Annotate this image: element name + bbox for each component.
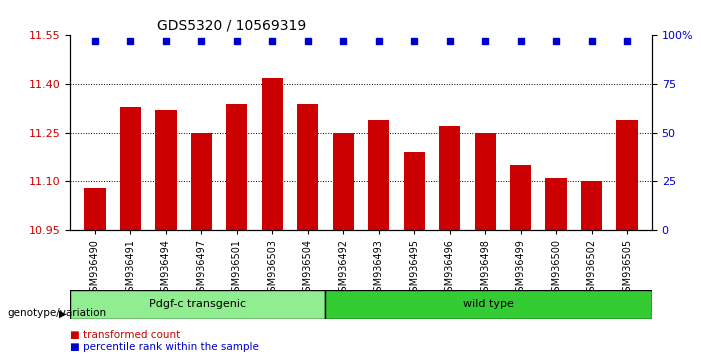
Bar — [475, 133, 496, 230]
Bar — [261, 78, 283, 230]
Bar — [226, 103, 247, 230]
Text: genotype/variation: genotype/variation — [7, 308, 106, 318]
Bar — [616, 120, 638, 230]
Bar — [439, 126, 461, 230]
Bar — [368, 120, 389, 230]
Text: GDS5320 / 10569319: GDS5320 / 10569319 — [158, 19, 306, 33]
Bar — [545, 178, 567, 230]
Text: ■ transformed count: ■ transformed count — [70, 330, 180, 339]
Bar — [581, 181, 602, 230]
Bar — [297, 103, 318, 230]
Bar — [155, 110, 177, 230]
Bar — [120, 107, 141, 230]
Bar — [404, 152, 425, 230]
Text: ▶: ▶ — [59, 308, 67, 318]
FancyBboxPatch shape — [325, 290, 652, 319]
Bar — [333, 133, 354, 230]
Text: wild type: wild type — [463, 299, 514, 309]
Text: Pdgf-c transgenic: Pdgf-c transgenic — [149, 299, 246, 309]
Bar — [84, 188, 106, 230]
FancyBboxPatch shape — [70, 290, 325, 319]
Bar — [191, 133, 212, 230]
Text: ■ percentile rank within the sample: ■ percentile rank within the sample — [70, 342, 259, 352]
Bar — [510, 165, 531, 230]
